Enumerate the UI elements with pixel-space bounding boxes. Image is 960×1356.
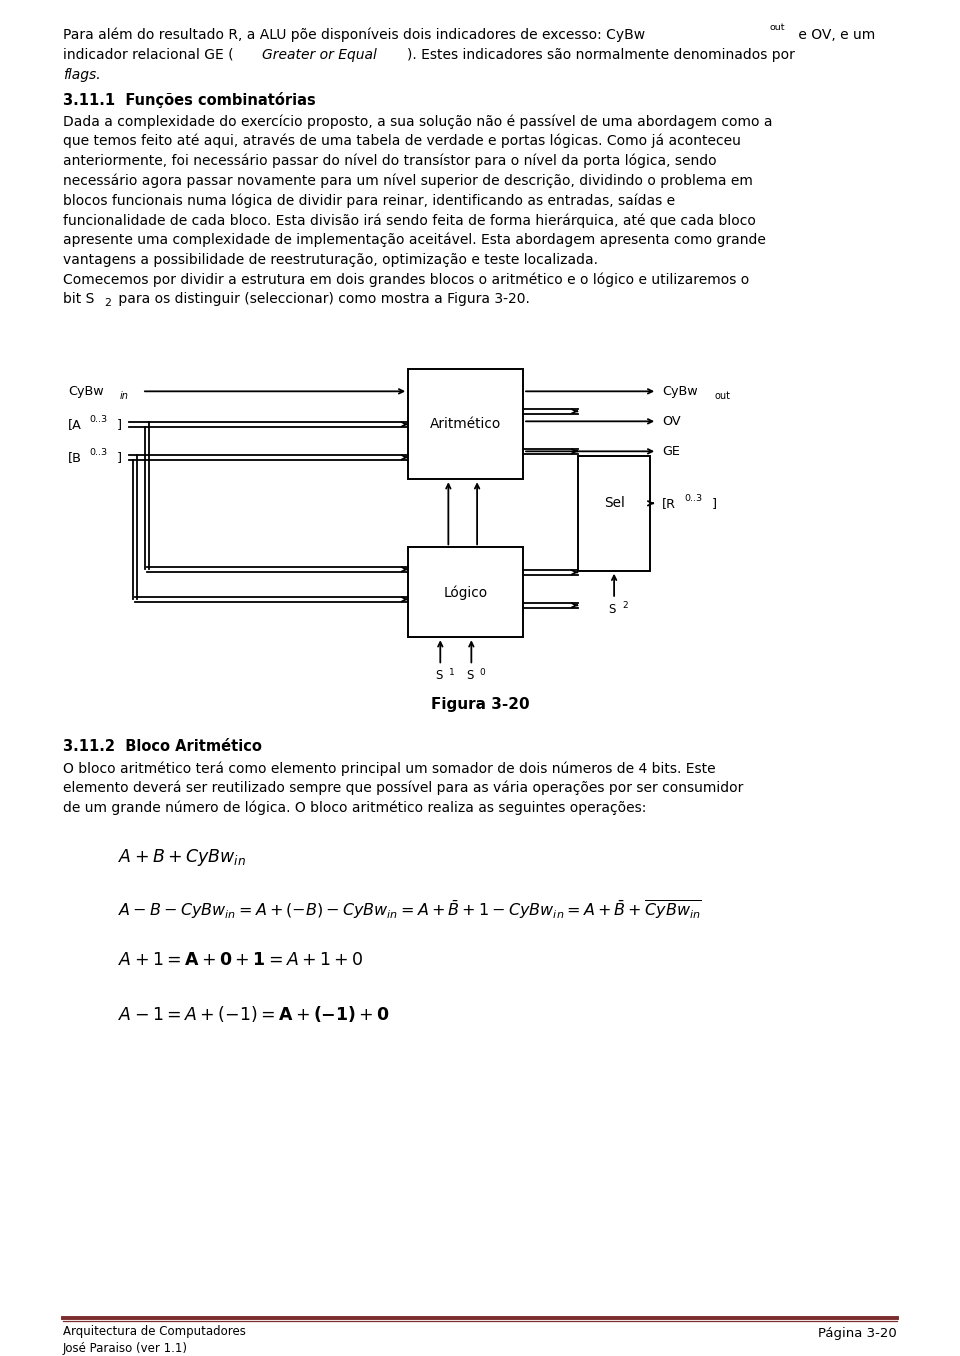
- Text: in: in: [120, 392, 129, 401]
- Text: CyBw: CyBw: [662, 385, 698, 397]
- Text: Aritmético: Aritmético: [430, 418, 501, 431]
- Text: $A - 1 = A + (-1) = \mathbf{A} + \mathbf{(-1)} + \mathbf{0}$: $A - 1 = A + (-1) = \mathbf{A} + \mathbf…: [118, 1003, 390, 1024]
- Text: [B: [B: [68, 450, 82, 464]
- Text: Greater or Equal: Greater or Equal: [261, 47, 376, 62]
- Bar: [408, 369, 523, 479]
- Text: José Paraiso (ver 1.1): José Paraiso (ver 1.1): [63, 1342, 188, 1355]
- Text: funcionalidade de cada bloco. Esta divisão irá sendo feita de forma hierárquica,: funcionalidade de cada bloco. Esta divis…: [63, 213, 756, 228]
- Text: 1: 1: [448, 669, 454, 677]
- Text: Comecemos por dividir a estrutura em dois grandes blocos o aritmético e o lógico: Comecemos por dividir a estrutura em doi…: [63, 273, 749, 287]
- Text: Página 3-20: Página 3-20: [818, 1328, 897, 1340]
- Text: OV: OV: [662, 415, 681, 428]
- Text: Arquitectura de Computadores: Arquitectura de Computadores: [63, 1325, 246, 1338]
- Text: 0..3: 0..3: [684, 495, 702, 503]
- Text: S: S: [435, 670, 443, 682]
- Text: CyBw: CyBw: [68, 385, 104, 397]
- Text: apresente uma complexidade de implementação aceitável. Esta abordagem apresenta : apresente uma complexidade de implementa…: [63, 233, 766, 247]
- Text: out: out: [714, 392, 731, 401]
- Text: Dada a complexidade do exercício proposto, a sua solução não é passível de uma a: Dada a complexidade do exercício propost…: [63, 114, 773, 129]
- Text: 3.11.1  Funções combinatórias: 3.11.1 Funções combinatórias: [63, 92, 316, 108]
- Text: ). Estes indicadores são normalmente denominados por: ). Estes indicadores são normalmente den…: [407, 47, 795, 62]
- Text: flags.: flags.: [63, 68, 101, 81]
- Text: de um grande número de lógica. O bloco aritmético realiza as seguintes operações: de um grande número de lógica. O bloco a…: [63, 800, 646, 815]
- Text: ]: ]: [117, 450, 122, 464]
- Text: ]: ]: [712, 496, 717, 510]
- Text: Para além do resultado R, a ALU põe disponíveis dois indicadores de excesso: CyB: Para além do resultado R, a ALU põe disp…: [63, 28, 645, 42]
- Text: necessário agora passar novamente para um nível superior de descrição, dividindo: necessário agora passar novamente para u…: [63, 174, 753, 188]
- Text: $A + 1 = \mathbf{A} + \mathbf{0} + \mathbf{1} = A + 1 + 0$: $A + 1 = \mathbf{A} + \mathbf{0} + \math…: [118, 952, 364, 968]
- Text: S: S: [466, 670, 473, 682]
- Text: ]: ]: [117, 418, 122, 431]
- Text: anteriormente, foi necessário passar do nível do transístor para o nível da port: anteriormente, foi necessário passar do …: [63, 153, 716, 168]
- Text: Lógico: Lógico: [444, 584, 488, 599]
- Text: Figura 3-20: Figura 3-20: [431, 697, 529, 712]
- Text: S: S: [609, 603, 616, 616]
- Text: 3.11.2  Bloco Aritmético: 3.11.2 Bloco Aritmético: [63, 739, 262, 754]
- Text: para os distinguir (seleccionar) como mostra a Figura 3-20.: para os distinguir (seleccionar) como mo…: [114, 293, 530, 306]
- Text: vantagens a possibilidade de reestruturação, optimização e teste localizada.: vantagens a possibilidade de reestrutura…: [63, 252, 598, 267]
- Text: 2: 2: [623, 601, 628, 610]
- Text: elemento deverá ser reutilizado sempre que possível para as vária operações por : elemento deverá ser reutilizado sempre q…: [63, 781, 743, 796]
- Text: 0..3: 0..3: [89, 449, 108, 457]
- Text: blocos funcionais numa lógica de dividir para reinar, identificando as entradas,: blocos funcionais numa lógica de dividir…: [63, 194, 675, 207]
- Text: 0..3: 0..3: [89, 415, 108, 424]
- Text: 0: 0: [480, 669, 486, 677]
- Bar: [578, 456, 650, 571]
- Bar: [408, 548, 523, 637]
- Text: GE: GE: [662, 445, 680, 458]
- Text: que temos feito até aqui, através de uma tabela de verdade e portas lógicas. Com: que temos feito até aqui, através de uma…: [63, 134, 741, 148]
- Text: e OV, e um: e OV, e um: [794, 28, 876, 42]
- Text: [A: [A: [68, 418, 82, 431]
- Text: [R: [R: [662, 496, 676, 510]
- Text: Sel: Sel: [604, 496, 625, 510]
- Text: O bloco aritmético terá como elemento principal um somador de dois números de 4 : O bloco aritmético terá como elemento pr…: [63, 761, 715, 776]
- Text: $A - B - CyBw_{in} = A + (-B) - CyBw_{in} = A + \bar{B} + 1 - CyBw_{in} = A + \b: $A - B - CyBw_{in} = A + (-B) - CyBw_{in…: [118, 899, 702, 922]
- Text: out: out: [770, 23, 785, 31]
- Text: indicador relacional GE (: indicador relacional GE (: [63, 47, 233, 62]
- Text: bit S: bit S: [63, 293, 94, 306]
- Text: $A + B + CyBw_{in}$: $A + B + CyBw_{in}$: [118, 846, 246, 868]
- Text: 2: 2: [105, 298, 111, 308]
